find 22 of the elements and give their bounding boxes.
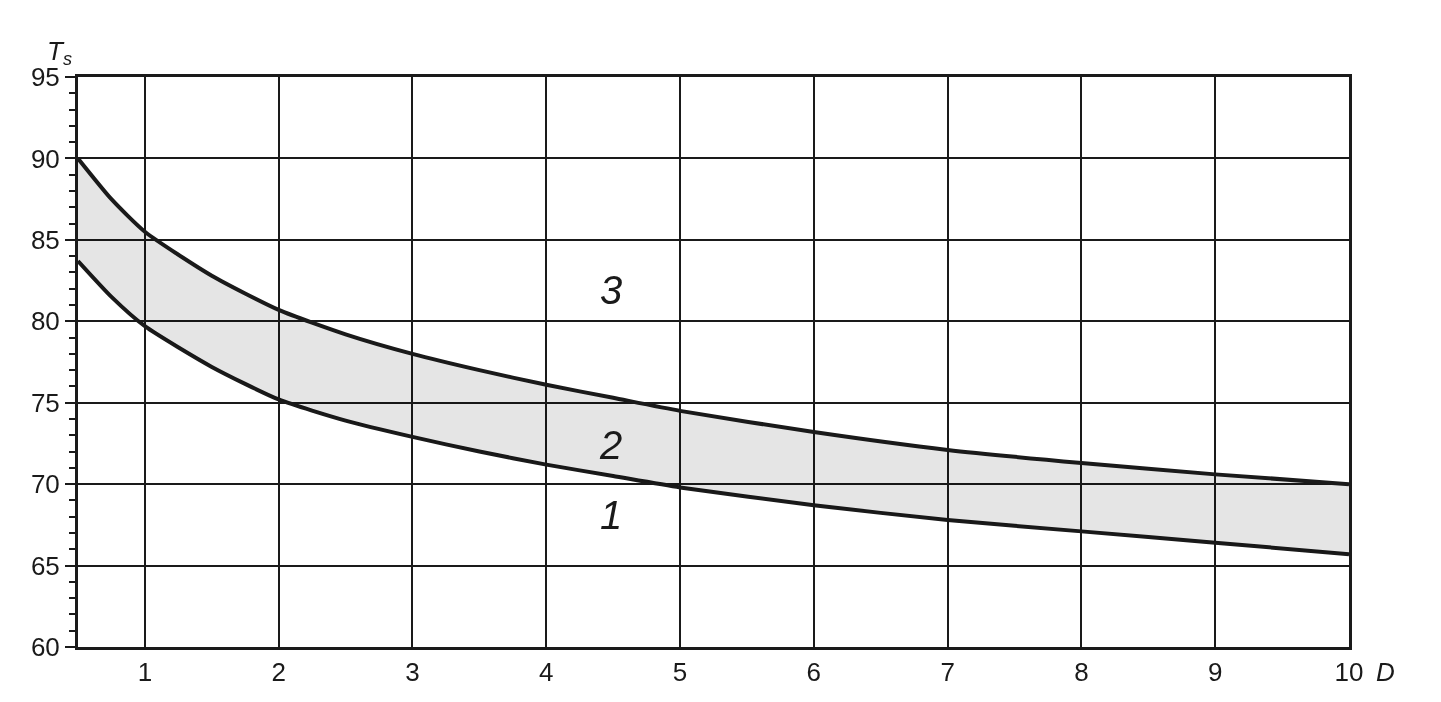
x-tick-label: 6 xyxy=(806,657,822,688)
x-tick-label: 1 xyxy=(137,657,153,688)
annotation: 2 xyxy=(599,423,623,467)
x-tick-label: 9 xyxy=(1207,657,1223,688)
x-axis-title: D xyxy=(1376,657,1395,687)
x-tick-label: 4 xyxy=(539,657,554,688)
y-tick-label: 70 xyxy=(30,469,60,500)
x-tick-label: 7 xyxy=(940,657,955,688)
x-tick-label: 2 xyxy=(271,657,286,688)
y-tick-label: 60 xyxy=(30,632,60,663)
y-tick-label: 65 xyxy=(30,550,60,581)
annotation: 3 xyxy=(600,268,623,312)
y-tick-label: 90 xyxy=(30,143,60,174)
x-tick-label: 8 xyxy=(1074,657,1089,688)
annotation: 1 xyxy=(600,493,623,537)
y-tick-label: 75 xyxy=(30,387,60,418)
x-tick-label: 5 xyxy=(672,657,688,688)
y-tick-label: 95 xyxy=(30,62,60,93)
x-tick-label: 3 xyxy=(405,657,420,688)
x-tick-label: 10 xyxy=(1334,657,1364,688)
y-tick-label: 85 xyxy=(30,224,60,255)
y-tick-label: 80 xyxy=(30,306,60,337)
